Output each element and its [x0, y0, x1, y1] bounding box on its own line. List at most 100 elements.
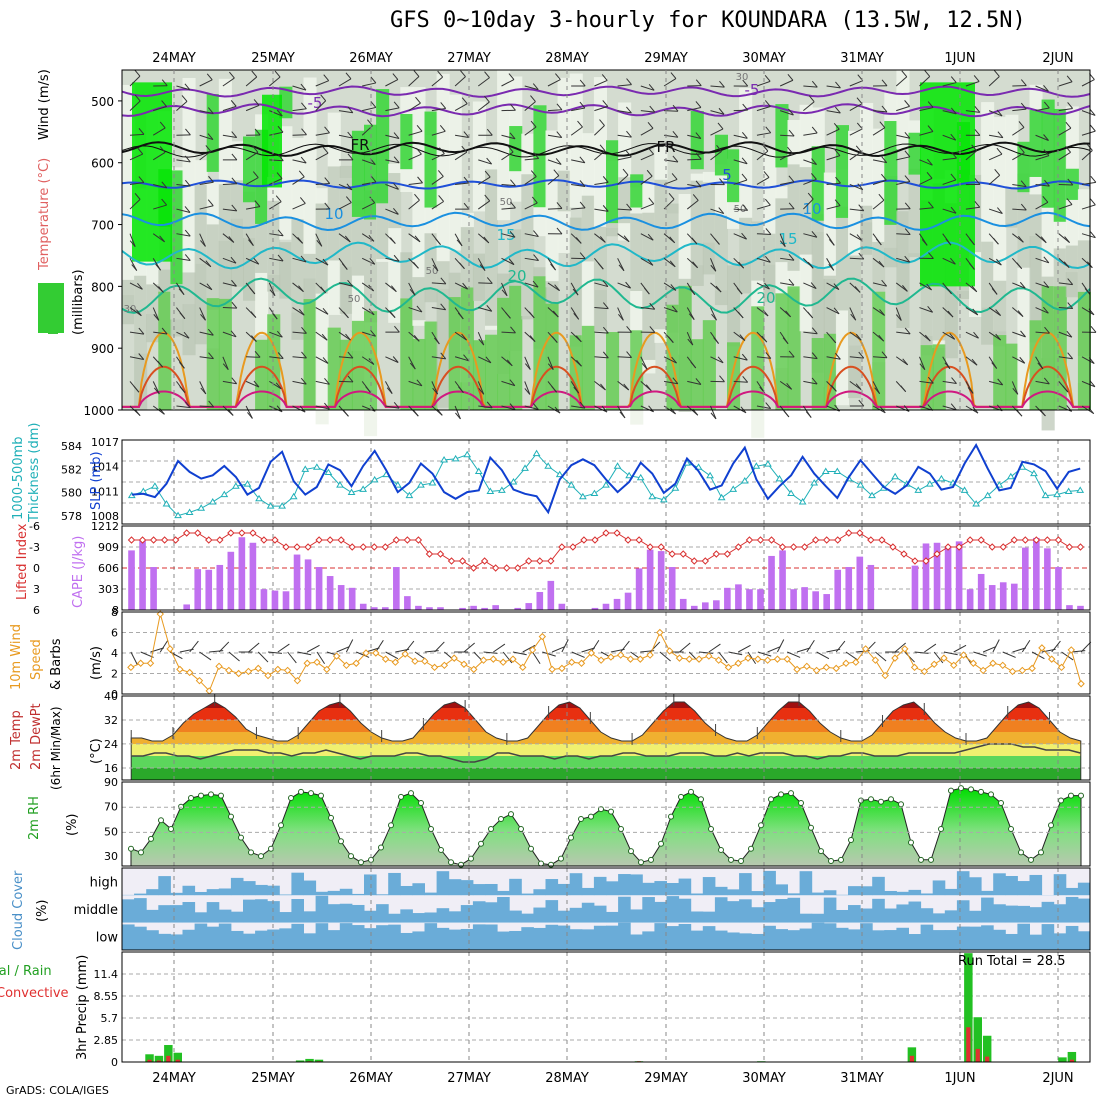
- pressure-tick-label: 600: [91, 157, 114, 171]
- isotherm-label: -5: [308, 94, 323, 112]
- lifted-index-marker: [491, 564, 500, 572]
- cloud-row-label: low: [96, 930, 119, 945]
- thickness-marker: [729, 485, 738, 492]
- precip-total-bar: [973, 1017, 982, 1062]
- upper-wind-barb-flag: [299, 197, 306, 204]
- upper-wind-barb-flag: [950, 403, 957, 411]
- upper-wind-barb-flag: [858, 351, 865, 359]
- upper-wind-barb: [408, 130, 423, 136]
- upper-wind-barb: [361, 307, 375, 316]
- upper-wind-barb-flag: [509, 379, 516, 386]
- top-date-label: 28MAY: [545, 51, 589, 66]
- upper-wind-barb-flag: [269, 289, 276, 297]
- upper-wind-barb-flag: [440, 102, 447, 109]
- upper-wind-barb-flag: [602, 100, 609, 107]
- rh-shade-green: [412, 338, 426, 410]
- upper-wind-barb: [803, 380, 818, 385]
- cloud-cover-bar: [424, 892, 438, 896]
- surface-wind-barb: [659, 651, 671, 662]
- panel-bg-precip: [122, 952, 1090, 1062]
- thickness-marker: [174, 511, 182, 519]
- upper-wind-barb-flag: [710, 264, 717, 272]
- cloud-cover-bar: [303, 880, 317, 896]
- cloud-cover-bar: [303, 911, 317, 923]
- cloud-cover-bar: [920, 924, 934, 950]
- upper-wind-barb-flag: [695, 180, 702, 188]
- cloud-cover-bar: [291, 899, 304, 923]
- rh-shade-green: [1029, 320, 1043, 410]
- upper-wind-barb-flag: [973, 75, 980, 82]
- upper-wind-barb: [965, 80, 980, 87]
- upper-wind-barb: [803, 282, 817, 290]
- upper-wind-barb-flag: [301, 327, 307, 334]
- cloud-cover-bar: [1005, 905, 1018, 923]
- cloud-cover-bar: [993, 873, 1006, 896]
- upper-wind-barb-flag: [138, 353, 145, 360]
- upper-wind-barb-flag: [828, 264, 835, 271]
- precip-convective-bar: [966, 1027, 971, 1062]
- lifted-index-marker: [602, 529, 610, 537]
- cape-bar: [205, 569, 213, 610]
- upper-wind-barb-flag: [718, 207, 725, 214]
- upper-wind-barb: [594, 181, 609, 185]
- cloud-cover-bar: [799, 928, 813, 950]
- rh-marker: [888, 796, 894, 803]
- upper-wind-barb-flag: [764, 75, 771, 82]
- upper-wind-barb: [292, 176, 305, 185]
- upper-wind-barb: [1081, 181, 1096, 185]
- cloud-cover-bar: [448, 879, 462, 896]
- cape-bar: [315, 567, 323, 610]
- upper-wind-barb: [222, 183, 237, 185]
- rh-shade-bright: [400, 113, 414, 170]
- slp-tick-label: 1011: [91, 485, 119, 498]
- upper-wind-barb-flag: [440, 352, 447, 360]
- upper-wind-barb-flag: [572, 288, 579, 296]
- upper-wind-barb: [524, 405, 539, 410]
- cloud-cover-bar: [134, 898, 147, 923]
- cloud-cover-bar: [678, 878, 692, 896]
- upper-wind-barb-flag: [161, 100, 167, 107]
- upper-wind-barb: [803, 85, 818, 88]
- wind-speed-marker: [920, 667, 929, 676]
- upper-wind-barb: [431, 356, 446, 360]
- upper-wind-barb: [733, 159, 748, 165]
- upper-wind-barb: [199, 331, 214, 336]
- cloud-cover-bar: [267, 885, 280, 896]
- upper-wind-barb-flag: [159, 235, 165, 243]
- lifted-index-marker: [944, 543, 952, 551]
- upper-wind-barb: [269, 201, 282, 210]
- upper-wind-barb-flag: [393, 156, 400, 164]
- upper-wind-barb-flag: [324, 126, 330, 134]
- upper-wind-barb: [710, 356, 724, 364]
- upper-wind-barb: [919, 177, 933, 185]
- rh-shade-bright: [1053, 108, 1067, 222]
- bottom-date-label: 29MAY: [644, 1071, 688, 1086]
- upper-wind-barb-flag: [625, 281, 631, 289]
- upper-wind-barb-flag: [298, 285, 304, 292]
- surface-wind-barb: [483, 651, 498, 654]
- upper-wind-barb: [199, 381, 207, 395]
- upper-wind-barb: [895, 307, 902, 321]
- top-date-label: 25MAY: [251, 51, 295, 66]
- rh-marker: [218, 792, 224, 799]
- upper-wind-barb-flag: [927, 376, 934, 384]
- cloud-cover-bar: [557, 883, 571, 896]
- upper-wind-barb-flag: [879, 121, 886, 129]
- upper-wind-barb: [1012, 282, 1026, 289]
- upper-wind-barb-flag: [788, 253, 795, 261]
- upper-wind-barb-flag: [765, 352, 772, 359]
- upper-wind-barb: [245, 151, 259, 161]
- lifted-index-marker: [679, 550, 687, 558]
- upper-wind-barb-flag: [788, 278, 795, 286]
- thickness-marker: [231, 482, 240, 489]
- upper-wind-barb-flag: [1012, 387, 1019, 395]
- upper-wind-barb-flag: [413, 261, 419, 269]
- upper-wind-barb-flag: [478, 338, 485, 346]
- cloud-cover-bar: [1017, 923, 1030, 950]
- upper-wind-barb-flag: [530, 95, 536, 102]
- upper-wind-barb-flag: [277, 254, 284, 262]
- upper-wind-barb: [477, 381, 485, 395]
- cloud-cover-bar: [654, 881, 667, 896]
- wind-speed-marker: [793, 665, 801, 674]
- upper-wind-barb: [268, 76, 281, 87]
